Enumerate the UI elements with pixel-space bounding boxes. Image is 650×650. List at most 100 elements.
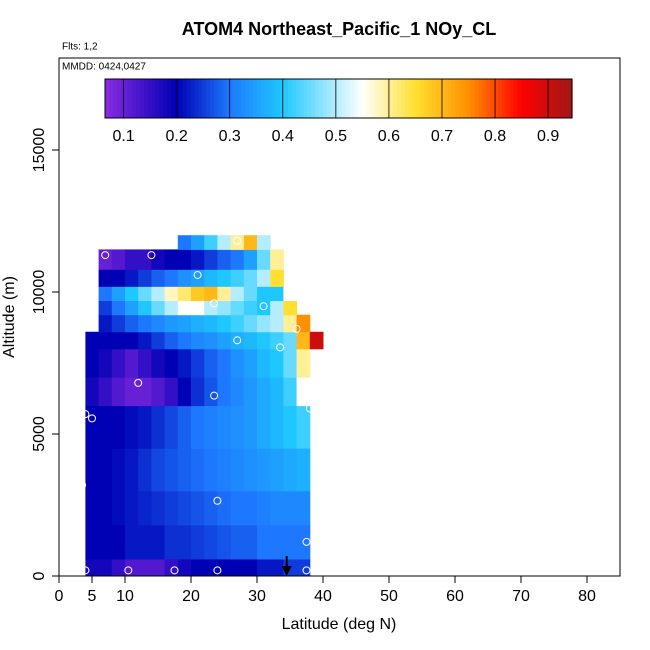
- cell: [111, 348, 126, 378]
- cell: [270, 348, 284, 378]
- colorbar-swatch: [210, 79, 215, 118]
- colorbar-swatch: [381, 79, 386, 118]
- cell: [191, 331, 205, 350]
- colorbar-swatch: [517, 79, 523, 118]
- cell: [164, 269, 179, 287]
- cell: [125, 524, 139, 560]
- cell: [243, 490, 258, 526]
- cell: [243, 269, 258, 287]
- colorbar-swatch: [319, 79, 324, 118]
- cell: [151, 524, 166, 560]
- sample-point: [233, 236, 242, 245]
- cell: [283, 331, 298, 350]
- sample-point: [302, 537, 311, 546]
- sample-point: [276, 343, 285, 352]
- colorbar-swatch: [346, 79, 351, 118]
- cell: [164, 300, 179, 316]
- colorbar-swatch: [478, 79, 484, 118]
- colorbar-swatch: [276, 79, 281, 118]
- cell: [151, 300, 166, 316]
- sample-point: [259, 302, 268, 311]
- colorbar-swatch: [552, 79, 558, 118]
- cell: [138, 249, 152, 270]
- cell: [204, 331, 218, 350]
- colorbar-swatch: [159, 79, 164, 118]
- cell: [270, 490, 284, 526]
- cell: [257, 377, 271, 407]
- colorbar-swatch: [377, 79, 382, 118]
- colorbar-swatch: [513, 79, 519, 118]
- x-tick-label: 5: [88, 588, 97, 605]
- cell: [177, 405, 192, 449]
- y-tick-label: 0: [31, 571, 48, 580]
- colorbar-swatch: [494, 79, 499, 118]
- cell: [111, 300, 126, 316]
- cell: [296, 448, 311, 492]
- cell: [191, 448, 205, 492]
- colorbar-swatch: [217, 79, 223, 118]
- cell: [164, 348, 179, 378]
- colorbar-swatch: [155, 79, 161, 118]
- colorbar-tick-label: 0.7: [431, 128, 453, 145]
- colorbar-swatch: [404, 79, 410, 118]
- cell: [111, 524, 126, 560]
- colorbar-swatch: [361, 79, 367, 118]
- cell: [217, 249, 232, 270]
- cell: [257, 249, 271, 270]
- cell: [151, 405, 166, 449]
- cell: [125, 490, 139, 526]
- colorbar-swatch: [140, 79, 145, 118]
- y-tick-label: 5000: [31, 416, 48, 452]
- colorbar-swatch: [525, 79, 530, 118]
- colorbar-swatch: [268, 79, 273, 118]
- cell: [217, 331, 232, 350]
- cell: [296, 348, 311, 378]
- sample-point: [81, 566, 90, 575]
- cell: [98, 405, 113, 449]
- colorbar: 0.1 0.2 0.3 0.4 0.5 0.6 0.7 0.8 0.9: [104, 78, 573, 145]
- cell: [296, 558, 311, 577]
- cell: [111, 286, 126, 302]
- x-axis-title: Latitude (deg N): [282, 616, 397, 633]
- cell: [296, 490, 311, 526]
- curtain: [85, 235, 324, 577]
- cell: [257, 524, 271, 560]
- colorbar-swatch: [225, 79, 231, 118]
- colorbar-swatch: [548, 79, 554, 118]
- cell: [177, 235, 192, 250]
- cell: [204, 448, 218, 492]
- colorbar-swatch: [178, 79, 184, 118]
- cell: [191, 235, 205, 250]
- chart-title: ATOM4 Northeast_Pacific_1 NOy_CL: [182, 19, 496, 39]
- cell: [191, 405, 205, 449]
- colorbar-swatch: [264, 79, 270, 118]
- cell: [177, 524, 192, 560]
- cell: [243, 286, 258, 302]
- colorbar-swatch: [568, 79, 573, 118]
- cell: [85, 348, 100, 378]
- cell: [283, 314, 298, 333]
- colorbar-swatch: [560, 79, 565, 118]
- cell: [309, 331, 324, 350]
- cell: [85, 405, 100, 449]
- colorbar-swatch: [136, 79, 141, 118]
- cell: [138, 314, 152, 333]
- plot-frame: [58, 57, 621, 577]
- cell: [257, 286, 271, 302]
- sample-point: [210, 391, 219, 400]
- x-tick-label: 10: [116, 588, 134, 605]
- colorbar-swatch: [315, 79, 320, 118]
- colorbar-swatch: [186, 79, 192, 118]
- colorbar-swatch: [256, 79, 262, 118]
- cell: [243, 524, 258, 560]
- cell: [125, 448, 139, 492]
- colorbar-swatch: [540, 79, 546, 118]
- cell: [217, 377, 232, 407]
- cell: [257, 331, 271, 350]
- colorbar-swatch: [392, 79, 398, 118]
- cell: [138, 524, 152, 560]
- colorbar-swatch: [167, 79, 172, 118]
- cell: [125, 249, 139, 270]
- colorbar-tick-label: 0.8: [484, 128, 506, 145]
- sample-point: [81, 410, 90, 419]
